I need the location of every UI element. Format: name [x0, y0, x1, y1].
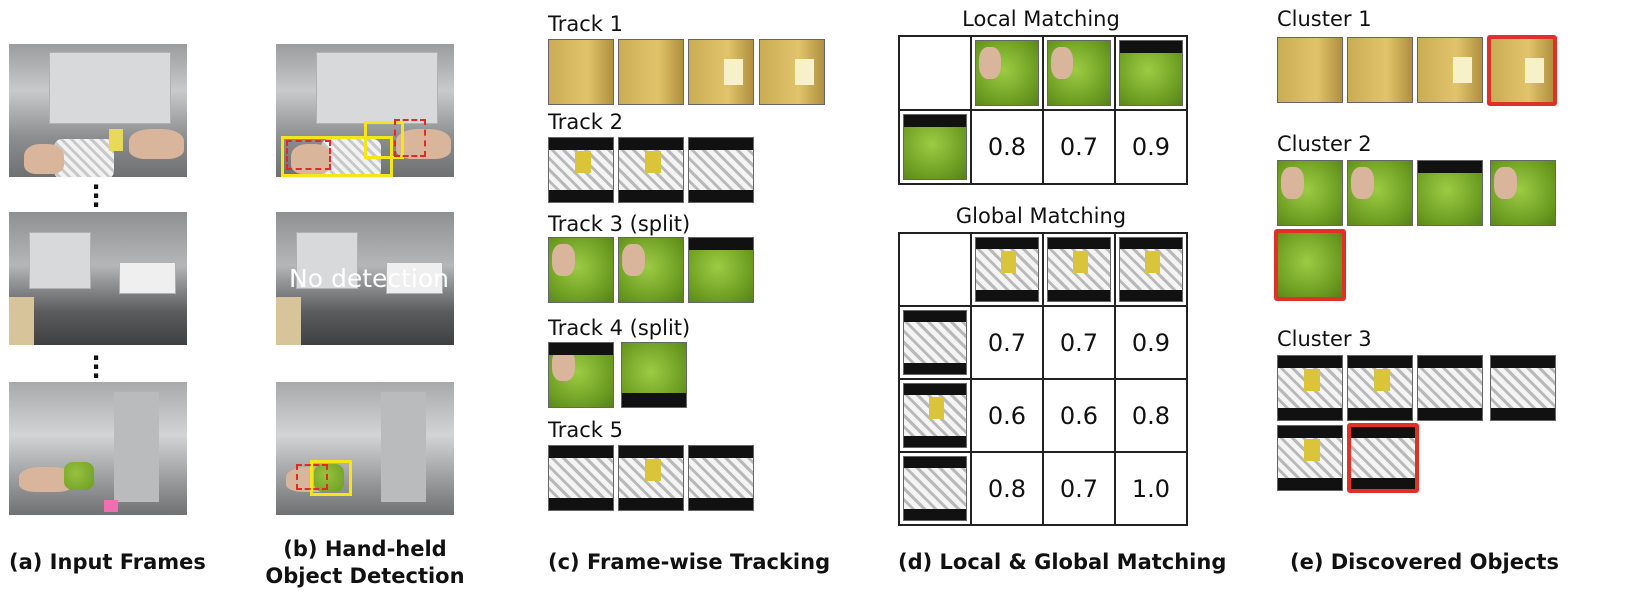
- cluster-thumbnail: [1277, 425, 1343, 491]
- detection-frame-1: [276, 44, 454, 177]
- matching-thumbnail-cell: [970, 35, 1044, 111]
- track-thumbnail: [688, 237, 754, 303]
- track-thumbnail: [688, 445, 754, 511]
- track-thumbnail: [618, 237, 684, 303]
- matching-thumbnail: [903, 456, 967, 521]
- input-frame-3: [9, 382, 187, 515]
- hand-bounding-box: [286, 140, 331, 170]
- score-cell: 0.9: [1114, 305, 1188, 380]
- score-cell: 0.7: [970, 305, 1044, 380]
- hand-bounding-box: [296, 464, 328, 490]
- matching-thumbnail: [1119, 237, 1183, 302]
- ellipsis-icon: · · ·: [91, 173, 101, 219]
- matching-thumbnail-cell: [970, 232, 1044, 307]
- track-thumbnail: [618, 39, 684, 105]
- cluster-thumbnail: [1347, 160, 1413, 226]
- matching-thumbnail-cell: [1114, 35, 1188, 111]
- matching-thumbnail-cell: [1042, 232, 1116, 307]
- caption-input-frames: (a) Input Frames: [9, 550, 206, 574]
- track-label: Track 2: [548, 110, 623, 134]
- representative-thumbnail: [1347, 423, 1419, 493]
- matching-thumbnail-cell: [898, 378, 972, 453]
- matching-thumbnail: [1119, 40, 1183, 106]
- input-frame-1: [9, 44, 187, 177]
- cluster-thumbnail: [1490, 355, 1556, 421]
- score-cell: 1.0: [1114, 451, 1188, 526]
- track-thumbnail: [759, 39, 825, 105]
- cluster-thumbnail: [1417, 355, 1483, 421]
- caption-discovered-objects: (e) Discovered Objects: [1290, 550, 1559, 574]
- track-label: Track 4 (split): [548, 316, 691, 340]
- local-matching-title: Local Matching: [962, 7, 1120, 31]
- score-cell: 0.7: [1042, 451, 1116, 526]
- score-cell: 0.6: [1042, 378, 1116, 453]
- score-cell: 0.6: [970, 378, 1044, 453]
- matching-thumbnail: [975, 40, 1039, 106]
- matching-thumbnail-cell: [898, 451, 972, 526]
- score-cell: 0.8: [970, 109, 1044, 185]
- track-thumbnail: [621, 342, 687, 408]
- matching-thumbnail: [975, 237, 1039, 302]
- track-thumbnail: [688, 39, 754, 105]
- track-thumbnail: [548, 137, 614, 203]
- detection-frame-2: No detection: [276, 212, 454, 345]
- caption-matching: (d) Local & Global Matching: [898, 550, 1227, 574]
- global-matching-title: Global Matching: [955, 204, 1127, 228]
- cluster-thumbnail: [1277, 160, 1343, 226]
- matching-thumbnail: [903, 114, 967, 180]
- matching-thumbnail-cell: [1042, 35, 1116, 111]
- global-matching-table: 0.7 0.7 0.9 0.6 0.6 0.8 0.8 0.7 1.0: [898, 232, 1188, 526]
- cluster-thumbnail: [1347, 37, 1413, 103]
- matching-thumbnail: [1047, 40, 1111, 106]
- score-cell: 0.7: [1042, 109, 1116, 185]
- cluster-thumbnail: [1347, 355, 1413, 421]
- representative-thumbnail: [1274, 229, 1346, 301]
- ellipsis-icon: · · ·: [91, 344, 101, 390]
- cluster-thumbnail: [1277, 355, 1343, 421]
- cluster-thumbnail: [1417, 37, 1483, 103]
- matching-thumbnail: [1047, 237, 1111, 302]
- cluster-label: Cluster 3: [1277, 327, 1372, 351]
- track-label: Track 5: [548, 418, 623, 442]
- score-cell: 0.9: [1114, 109, 1188, 185]
- track-thumbnail: [618, 445, 684, 511]
- cluster-thumbnail: [1417, 160, 1483, 226]
- caption-detection: (b) Hand-held Object Detection: [265, 537, 465, 588]
- score-cell: 0.7: [1042, 305, 1116, 380]
- track-thumbnail: [618, 137, 684, 203]
- matching-thumbnail: [903, 383, 967, 448]
- empty-corner-cell: [898, 232, 972, 307]
- cluster-label: Cluster 1: [1277, 7, 1372, 31]
- detection-frame-3: [276, 382, 454, 515]
- local-matching-table: 0.8 0.7 0.9: [898, 35, 1188, 185]
- track-thumbnail: [548, 39, 614, 105]
- cluster-label: Cluster 2: [1277, 132, 1372, 156]
- track-label: Track 1: [548, 12, 623, 36]
- hand-bounding-box: [394, 119, 426, 157]
- input-frame-2: [9, 212, 187, 345]
- matching-thumbnail-cell: [898, 305, 972, 380]
- track-thumbnail: [548, 445, 614, 511]
- empty-corner-cell: [898, 35, 972, 111]
- object-bounding-box: [310, 460, 352, 496]
- matching-thumbnail: [903, 310, 967, 375]
- cluster-thumbnail: [1490, 160, 1556, 226]
- representative-thumbnail: [1487, 35, 1557, 106]
- matching-thumbnail-cell: [1114, 232, 1188, 307]
- track-label: Track 3 (split): [548, 212, 691, 236]
- object-bounding-box: [364, 121, 404, 159]
- matching-thumbnail-cell: [898, 109, 972, 185]
- cluster-thumbnail: [1277, 37, 1343, 103]
- score-cell: 0.8: [1114, 378, 1188, 453]
- track-thumbnail: [688, 137, 754, 203]
- track-thumbnail: [548, 342, 614, 408]
- no-detection-label: No detection: [289, 264, 450, 293]
- track-thumbnail: [548, 237, 614, 303]
- score-cell: 0.8: [970, 451, 1044, 526]
- caption-tracking: (c) Frame-wise Tracking: [548, 550, 831, 574]
